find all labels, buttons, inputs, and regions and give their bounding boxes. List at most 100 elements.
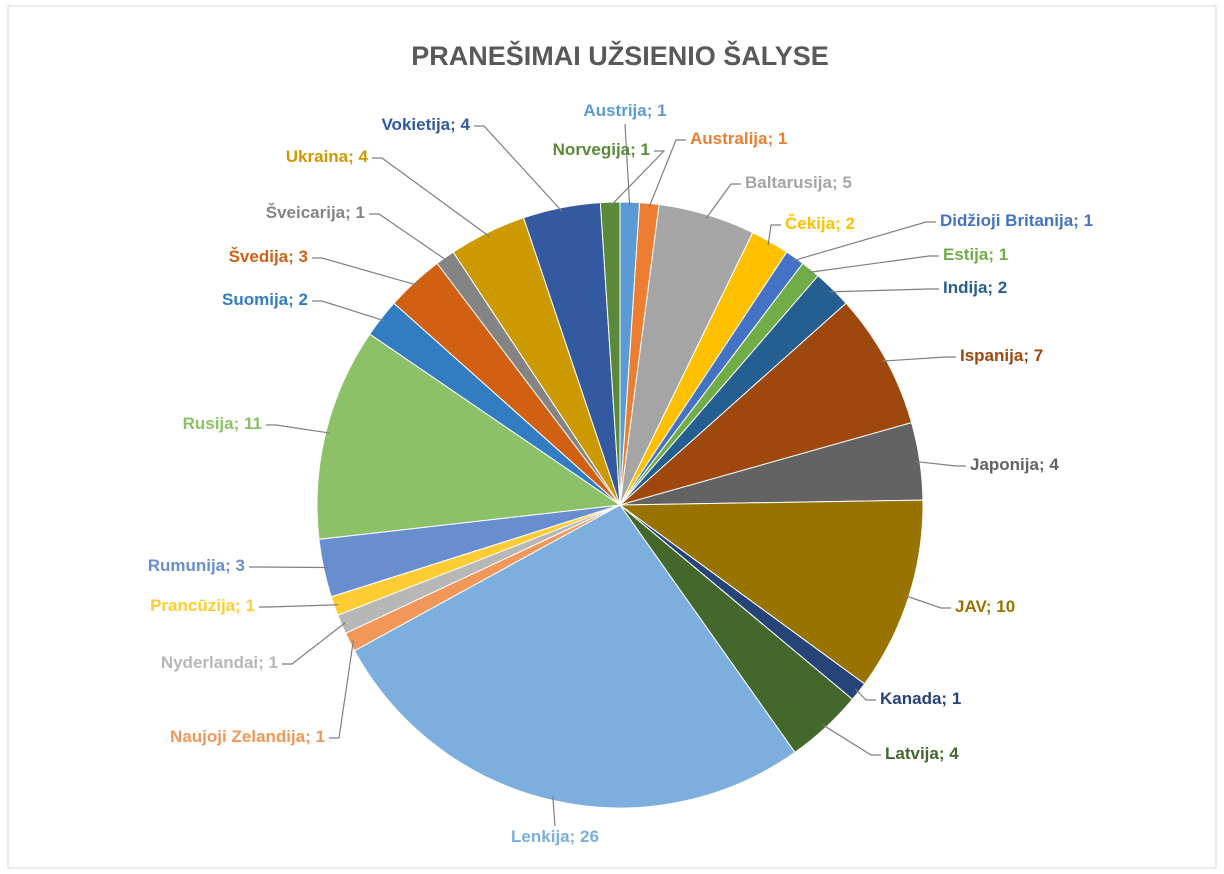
label-value: 4 bbox=[949, 744, 959, 763]
leader-line bbox=[312, 257, 418, 286]
label-name: Rusija bbox=[183, 414, 235, 433]
leader-line bbox=[259, 604, 339, 608]
data-label: Austrija; 1 bbox=[583, 101, 666, 120]
label-separator: ; bbox=[1039, 455, 1049, 474]
data-label: Ukraina; 4 bbox=[286, 147, 369, 166]
leader-line bbox=[767, 224, 781, 246]
leader-line bbox=[855, 688, 876, 701]
label-name: Suomija bbox=[222, 290, 289, 309]
label-separator: ; bbox=[647, 101, 657, 120]
label-separator: ; bbox=[1023, 346, 1033, 365]
label-separator: ; bbox=[235, 596, 245, 615]
label-separator: ; bbox=[345, 203, 355, 222]
leader-line bbox=[609, 150, 666, 207]
leader-line bbox=[904, 594, 951, 609]
leader-line bbox=[648, 139, 686, 208]
label-value: 11 bbox=[244, 414, 262, 433]
data-label: Rumunija; 3 bbox=[148, 556, 245, 575]
leader-line bbox=[807, 255, 939, 274]
leader-line bbox=[705, 183, 741, 219]
label-value: 1 bbox=[246, 596, 255, 615]
leader-line bbox=[312, 300, 385, 322]
label-separator: ; bbox=[832, 173, 842, 192]
label-separator: ; bbox=[767, 129, 777, 148]
label-value: 4 bbox=[1049, 455, 1059, 474]
label-value: 1 bbox=[778, 129, 787, 148]
label-value: 1 bbox=[952, 689, 961, 708]
leader-line bbox=[915, 460, 966, 467]
label-name: Indija bbox=[943, 278, 988, 297]
leader-line bbox=[552, 796, 556, 827]
label-name: Prancūzija bbox=[150, 596, 236, 615]
label-name: Švedija bbox=[229, 247, 289, 266]
label-separator: ; bbox=[305, 727, 315, 746]
data-label: Australija; 1 bbox=[690, 129, 787, 148]
data-label: Didžioji Britanija; 1 bbox=[940, 211, 1093, 230]
label-name: Latvija bbox=[885, 744, 939, 763]
label-value: 1 bbox=[356, 203, 365, 222]
label-value: 7 bbox=[1034, 346, 1043, 365]
label-separator: ; bbox=[288, 247, 298, 266]
label-name: Naujoji Zelandija bbox=[170, 727, 306, 746]
pie-slice bbox=[619, 302, 913, 506]
pie-slice bbox=[599, 201, 621, 506]
data-label: Indija; 2 bbox=[943, 278, 1007, 297]
leader-line bbox=[474, 125, 563, 213]
label-name: Lenkija bbox=[511, 827, 570, 846]
label-separator: ; bbox=[258, 653, 268, 672]
leader-line bbox=[822, 724, 881, 756]
label-name: Rumunija bbox=[148, 556, 226, 575]
label-value: 1 bbox=[1084, 211, 1093, 230]
data-label: Latvija; 4 bbox=[885, 744, 959, 763]
pie-slice bbox=[353, 504, 796, 809]
label-value: 1 bbox=[316, 727, 325, 746]
label-name: Ukraina bbox=[286, 147, 349, 166]
label-separator: ; bbox=[1073, 211, 1083, 230]
label-value: 1 bbox=[641, 140, 650, 159]
label-value: 1 bbox=[269, 653, 278, 672]
data-label: Kanada; 1 bbox=[880, 689, 961, 708]
leader-line bbox=[282, 622, 346, 665]
label-value: 4 bbox=[359, 147, 369, 166]
label-name: Austrija bbox=[583, 101, 647, 120]
label-name: Nyderlandai bbox=[161, 653, 258, 672]
label-name: Estija bbox=[943, 245, 989, 264]
data-label: Japonija; 4 bbox=[970, 455, 1059, 474]
label-name: Australija bbox=[690, 129, 768, 148]
data-label: Baltarusija; 5 bbox=[745, 173, 852, 192]
label-separator: ; bbox=[987, 278, 997, 297]
label-value: 3 bbox=[236, 556, 245, 575]
label-value: 2 bbox=[998, 278, 1007, 297]
leader-line bbox=[329, 640, 354, 739]
label-separator: ; bbox=[941, 689, 951, 708]
leader-line bbox=[372, 157, 490, 237]
label-separator: ; bbox=[348, 147, 358, 166]
leader-line bbox=[369, 213, 448, 262]
chart-title: PRANEŠIMAI UŽSIENIO ŠALYSE bbox=[411, 40, 829, 71]
data-label: Lenkija; 26 bbox=[511, 827, 599, 846]
label-value: 1 bbox=[657, 101, 666, 120]
leader-line bbox=[624, 123, 631, 207]
label-name: Baltarusija bbox=[745, 173, 832, 192]
data-label: Estija; 1 bbox=[943, 245, 1008, 264]
label-value: 1 bbox=[999, 245, 1008, 264]
data-label: Naujoji Zelandija; 1 bbox=[170, 727, 325, 746]
data-label: Ispanija; 7 bbox=[960, 346, 1043, 365]
data-label: Švedija; 3 bbox=[229, 247, 308, 266]
data-label: Šveicarija; 1 bbox=[266, 203, 365, 222]
data-label: Nyderlandai; 1 bbox=[161, 653, 278, 672]
label-separator: ; bbox=[630, 140, 640, 159]
label-name: Didžioji Britanija bbox=[940, 211, 1074, 230]
data-label: Prancūzija; 1 bbox=[150, 596, 255, 615]
label-name: Čekija bbox=[785, 214, 836, 233]
data-label: Suomija; 2 bbox=[222, 290, 308, 309]
label-separator: ; bbox=[450, 115, 460, 134]
data-label: Vokietija; 4 bbox=[381, 115, 470, 134]
data-label: Čekija; 2 bbox=[785, 214, 855, 233]
label-separator: ; bbox=[939, 744, 949, 763]
label-value: 4 bbox=[461, 115, 471, 134]
data-label: JAV; 10 bbox=[955, 597, 1015, 616]
label-name: JAV bbox=[955, 597, 987, 616]
label-value: 2 bbox=[845, 214, 854, 233]
